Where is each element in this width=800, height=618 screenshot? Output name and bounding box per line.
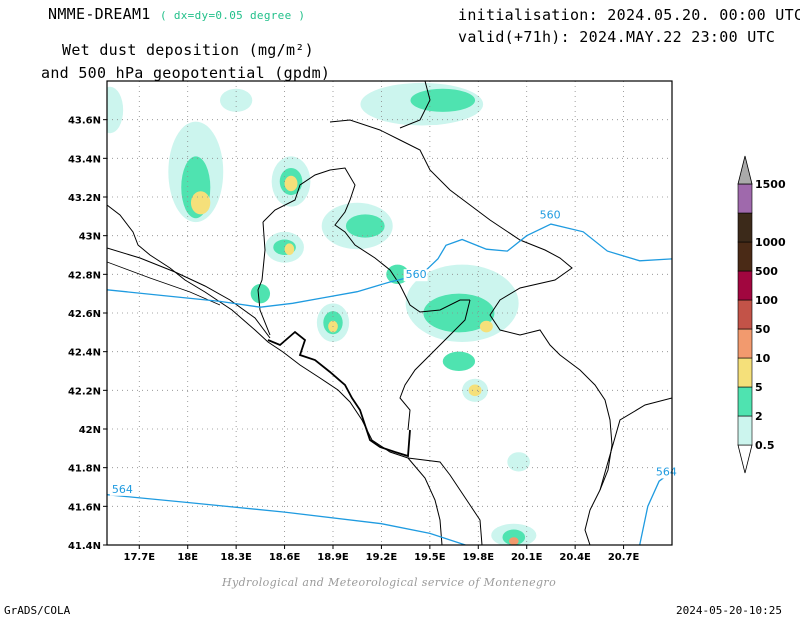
coast-line xyxy=(107,247,271,339)
contour-label-bg xyxy=(403,269,428,282)
contour-label: 560 xyxy=(540,208,561,221)
legend-swatch xyxy=(737,328,753,359)
dust-patch xyxy=(107,86,124,134)
dust-patch xyxy=(468,384,482,397)
dust-patch xyxy=(502,529,526,545)
lon-tick-label: 20.4E xyxy=(559,552,591,563)
lat-tick-label: 43.4N xyxy=(68,154,101,165)
coast-line xyxy=(107,261,221,306)
lon-tick-label: 17.7E xyxy=(124,552,156,563)
border-line xyxy=(399,81,431,129)
dust-patch xyxy=(442,351,476,372)
resolution-label: ( dx=dy=0.05 degree ) xyxy=(159,9,306,22)
contour-label: 560 xyxy=(406,268,427,281)
coast-line xyxy=(267,330,411,458)
border-line xyxy=(399,299,471,431)
dust-patch xyxy=(345,214,385,238)
dust-patch xyxy=(284,243,295,255)
dust-patch xyxy=(508,537,519,545)
legend-cap-bottom xyxy=(737,444,753,474)
lon-tick-label: 19.5E xyxy=(414,552,446,563)
legend-cap-top xyxy=(737,155,753,185)
dust-patch xyxy=(423,293,495,333)
valid-time: valid(+71h): 2024.MAY.22 23:00 UTC xyxy=(458,28,776,46)
software-label: GrADS/COLA xyxy=(4,604,71,617)
contour-label-bg xyxy=(109,483,134,496)
legend-swatch xyxy=(737,270,753,301)
lat-tick-label: 41.6N xyxy=(68,502,101,513)
lat-tick-label: 42.8N xyxy=(68,270,101,281)
lat-tick-label: 43.2N xyxy=(68,193,101,204)
legend-label: 10 xyxy=(755,352,771,365)
dust-patch xyxy=(220,88,253,112)
field-title-line1: Wet dust deposition (mg/m²) xyxy=(62,41,314,59)
lat-tick-label: 43.6N xyxy=(68,116,101,127)
field-title-line2: and 500 hPa geopotential (gpdm) xyxy=(41,64,331,82)
legend-swatch xyxy=(737,386,753,417)
lon-tick-label: 18E xyxy=(177,552,198,563)
credit-text: Hydrological and Meteorological service … xyxy=(222,576,557,589)
legend-swatch xyxy=(737,183,753,214)
lon-tick-label: 19.8E xyxy=(463,552,495,563)
lat-tick-label: 43N xyxy=(79,232,101,243)
graticule xyxy=(107,81,672,545)
border-line xyxy=(329,119,613,545)
border-line xyxy=(262,167,470,313)
geopotential-contour xyxy=(107,223,672,308)
timestamp-label: 2024-05-20-10:25 xyxy=(676,604,782,617)
lat-tick-label: 42N xyxy=(79,425,101,436)
legend-swatch xyxy=(737,415,753,446)
lat-tick-label: 41.8N xyxy=(68,464,101,475)
legend-label: 0.5 xyxy=(755,439,775,452)
lat-tick-label: 42.6N xyxy=(68,309,101,320)
legend-swatch xyxy=(737,212,753,243)
lat-tick-label: 41.4N xyxy=(68,541,101,552)
legend-label: 1000 xyxy=(755,236,786,249)
dust-deposition-field xyxy=(107,82,537,545)
geopotential-contour xyxy=(107,494,466,545)
contour-label-bg xyxy=(537,209,562,222)
contour-label: 564 xyxy=(112,483,133,496)
dust-patch xyxy=(507,452,530,472)
dust-patch xyxy=(250,284,271,304)
lat-tick-label: 42.4N xyxy=(68,348,101,359)
lon-tick-label: 20.7E xyxy=(608,552,640,563)
lon-tick-label: 18.6E xyxy=(269,552,301,563)
legend-label: 5 xyxy=(755,381,763,394)
country-borders xyxy=(107,81,672,545)
lon-tick-label: 18.3E xyxy=(220,552,252,563)
axis-ticks: 17.7E 18E 18.3E 18.6E 18.9E 19.2E 19.5E 19.8E 20… xyxy=(68,116,640,563)
border-line xyxy=(407,457,483,545)
border-line xyxy=(107,204,409,459)
legend-label: 500 xyxy=(755,265,778,278)
color-legend: 0.5 2 5 10 50 100 500 1000 1500 xyxy=(737,155,786,474)
legend-swatch xyxy=(737,357,753,388)
dust-patch xyxy=(479,320,493,333)
legend-swatch xyxy=(737,299,753,330)
lon-tick-label: 18.9E xyxy=(317,552,349,563)
legend-label: 1500 xyxy=(755,178,786,191)
lon-tick-label: 20.1E xyxy=(511,552,543,563)
lat-tick-label: 42.2N xyxy=(68,386,101,397)
geopotential-contour xyxy=(639,470,672,545)
contour-label: 564 xyxy=(656,465,677,478)
legend-swatch xyxy=(737,241,753,272)
dust-patch xyxy=(410,88,476,112)
init-time: initialisation: 2024.05.20. 00:00 UTC xyxy=(458,6,800,24)
legend-label: 50 xyxy=(755,323,771,336)
border-line xyxy=(257,221,271,336)
lon-tick-label: 19.2E xyxy=(366,552,398,563)
dust-patch xyxy=(284,175,298,192)
border-line xyxy=(407,457,443,545)
dust-patch xyxy=(190,191,211,215)
model-name: NMME-DREAM1 xyxy=(48,5,151,23)
legend-label: 100 xyxy=(755,294,778,307)
legend-label: 2 xyxy=(755,410,763,423)
border-line xyxy=(599,397,672,491)
